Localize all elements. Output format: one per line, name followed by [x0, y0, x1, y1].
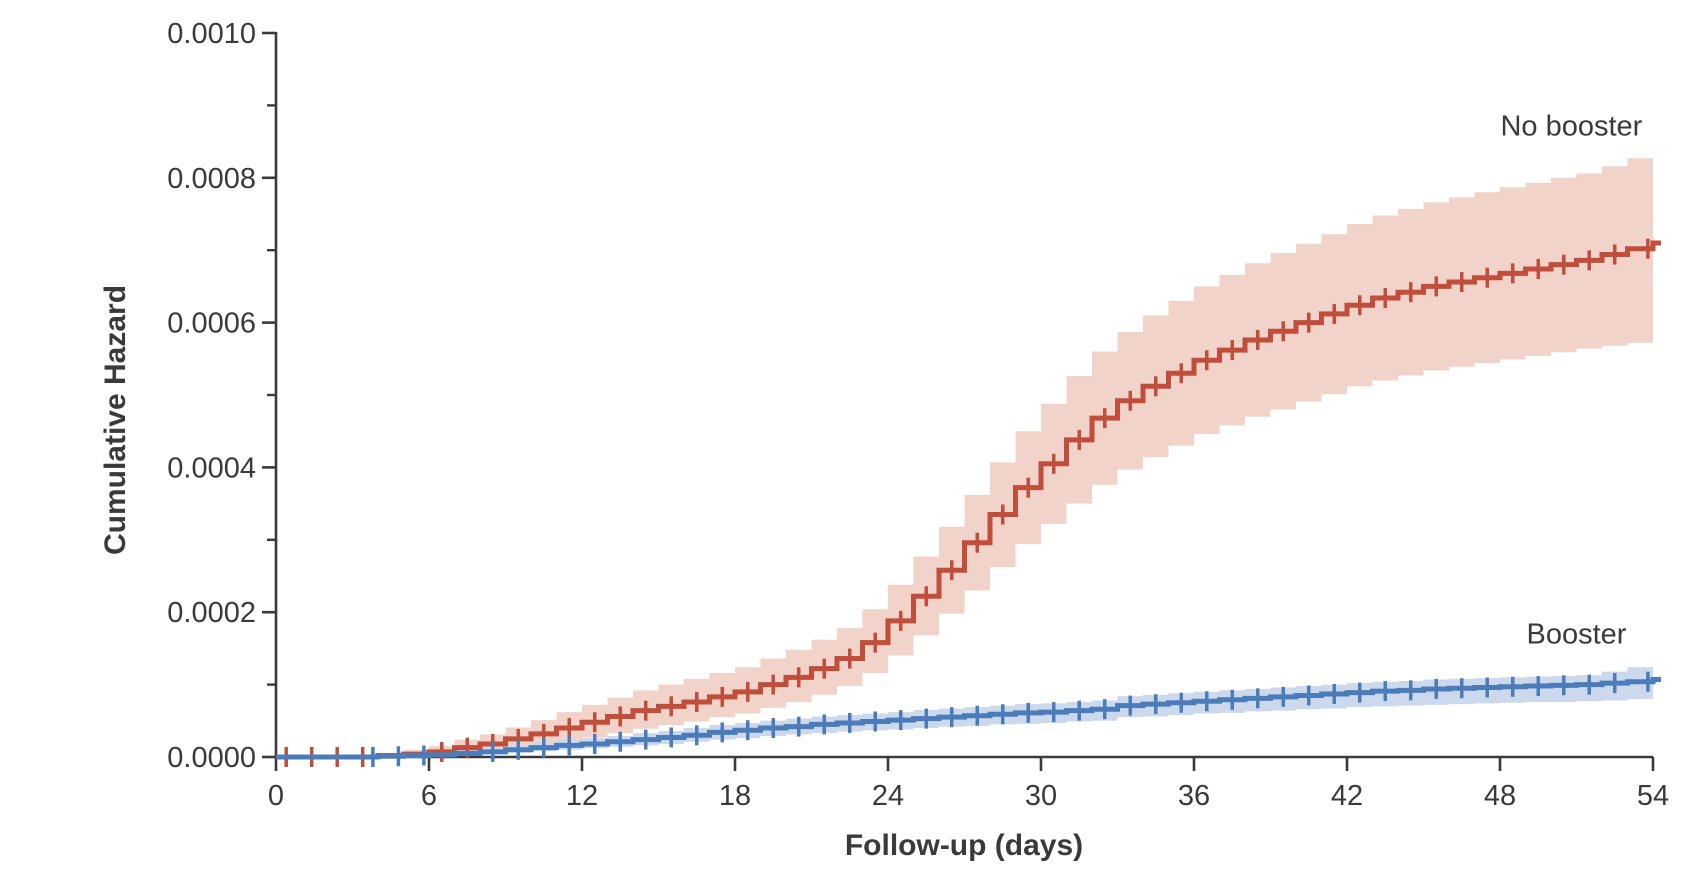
y-tick-label: 0.0002	[167, 597, 256, 629]
x-tick-label: 30	[1025, 780, 1057, 812]
band-no-booster	[276, 150, 1653, 758]
x-axis-title: Follow-up (days)	[844, 829, 1084, 862]
y-axis-title: Cumulative Hazard	[99, 284, 132, 556]
y-tick-label: 0.0000	[167, 742, 256, 774]
x-tick-label: 6	[421, 780, 437, 812]
curve-booster	[276, 671, 1661, 767]
x-tick-label: 12	[566, 780, 598, 812]
y-tick-label: 0.0004	[167, 452, 256, 484]
series-label-no-booster: No booster	[1500, 110, 1643, 143]
x-tick-label: 18	[719, 780, 751, 812]
x-tick-label: 42	[1331, 780, 1363, 812]
x-tick-label: 0	[268, 780, 284, 812]
band-booster	[276, 662, 1653, 757]
x-tick-label: 36	[1178, 780, 1210, 812]
x-tick-label: 48	[1484, 780, 1516, 812]
axes: 0.0000 0.0002 0.0004 0.0006 0.0008 0.0010 0 6 12…	[167, 18, 1669, 812]
y-tick-label: 0.0008	[167, 163, 256, 195]
x-tick-label: 54	[1637, 780, 1669, 812]
y-tick-label: 0.0006	[167, 308, 256, 340]
y-tick-label: 0.0010	[167, 18, 256, 50]
series-label-booster: Booster	[1526, 618, 1627, 651]
x-tick-label: 24	[872, 780, 904, 812]
